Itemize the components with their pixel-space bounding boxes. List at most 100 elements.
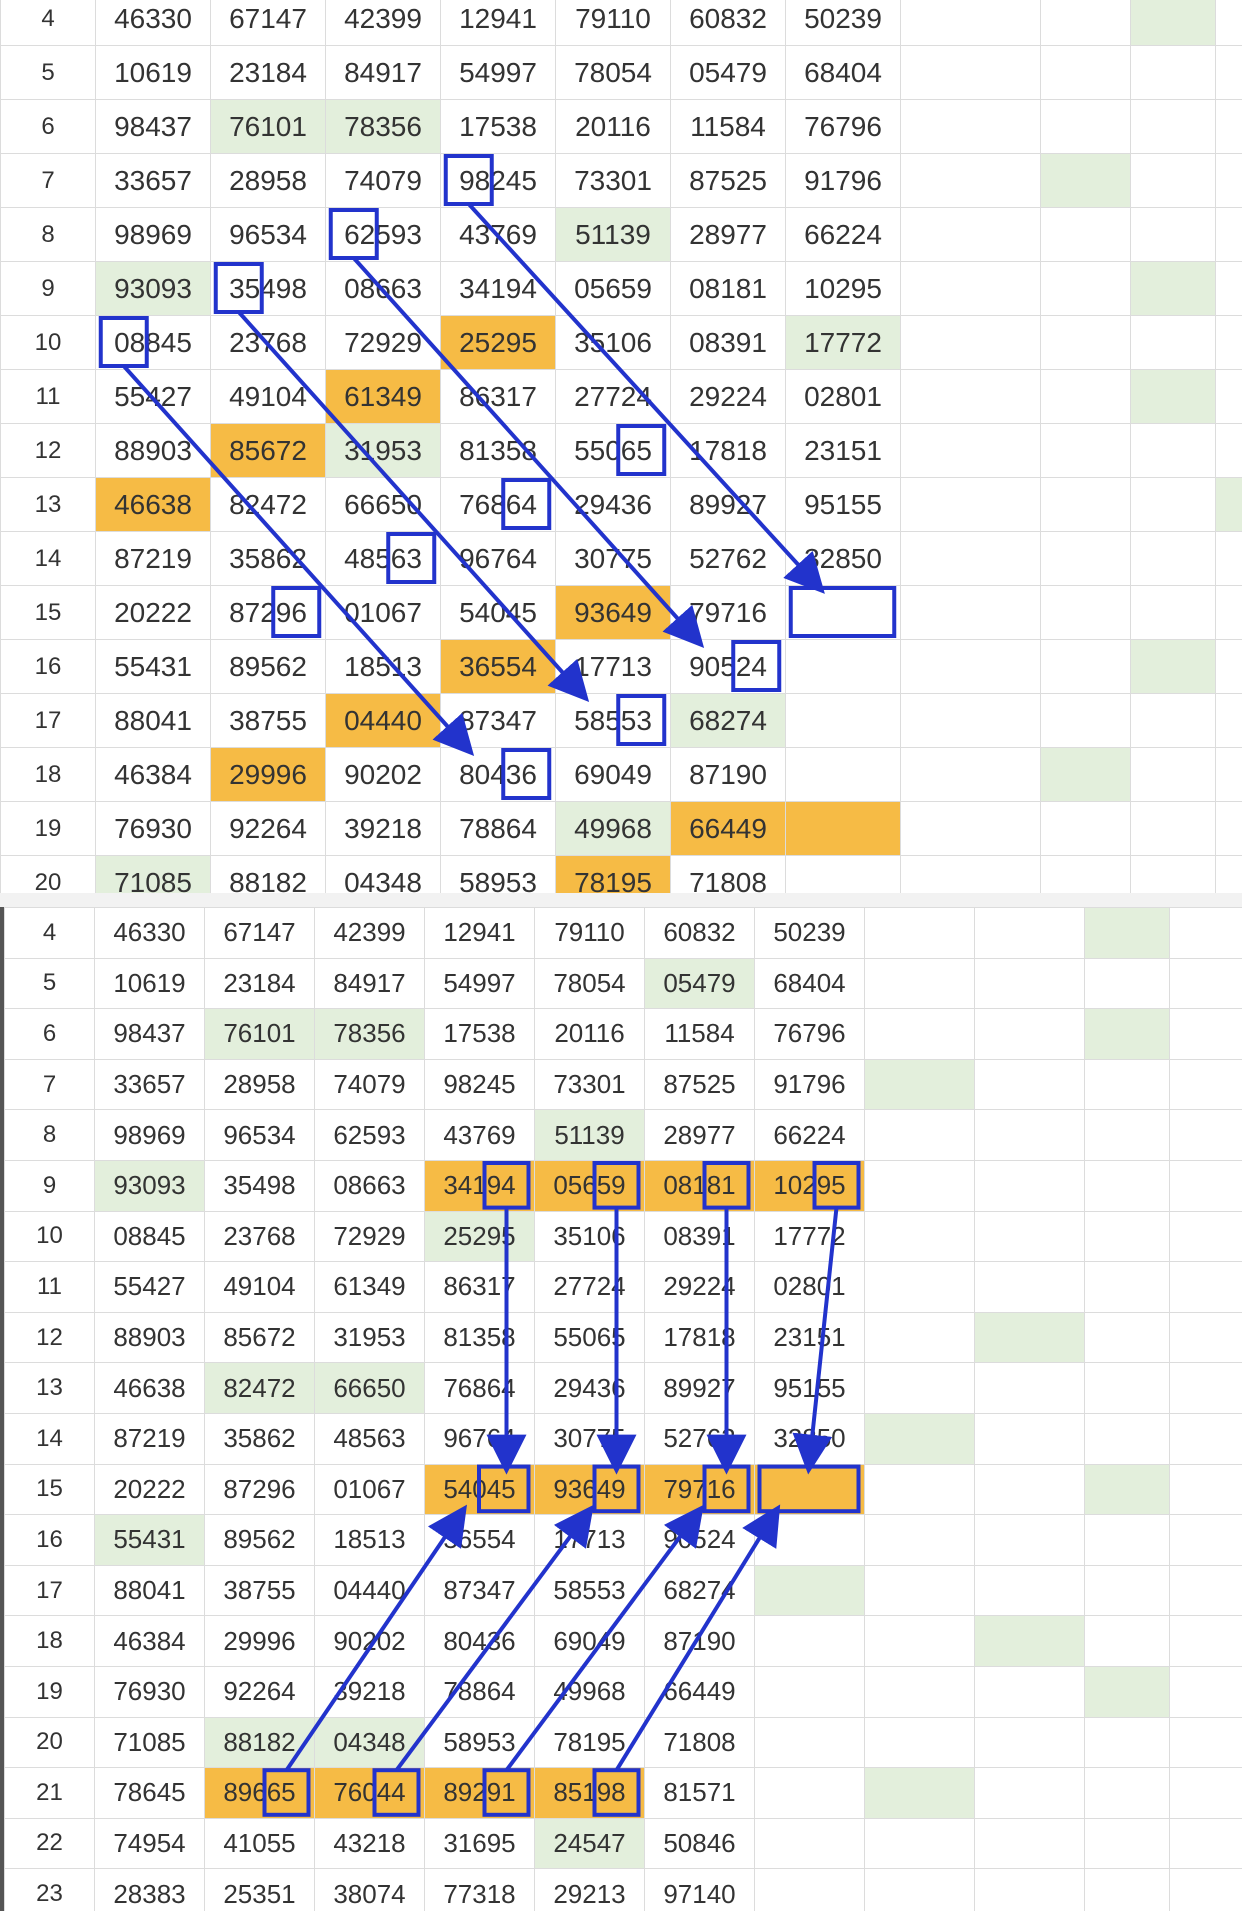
cell[interactable]: 20116 bbox=[534, 1008, 645, 1060]
cell[interactable]: 29436 bbox=[555, 477, 671, 532]
cell[interactable]: 17713 bbox=[555, 639, 671, 694]
row-number[interactable]: 18 bbox=[4, 1615, 95, 1667]
cell[interactable]: 67147 bbox=[210, 0, 326, 46]
cell[interactable] bbox=[1169, 1109, 1242, 1161]
cell[interactable]: 88903 bbox=[95, 423, 211, 478]
cell[interactable] bbox=[1130, 315, 1216, 370]
cell[interactable] bbox=[900, 99, 1041, 154]
cell[interactable]: 82472 bbox=[210, 477, 326, 532]
cell[interactable]: 86317 bbox=[440, 369, 556, 424]
cell[interactable]: 25351 bbox=[204, 1868, 315, 1911]
cell[interactable] bbox=[1130, 639, 1216, 694]
row-number[interactable]: 13 bbox=[0, 477, 96, 532]
cell[interactable] bbox=[785, 639, 901, 694]
cell[interactable] bbox=[1169, 1008, 1242, 1060]
cell[interactable] bbox=[864, 1109, 975, 1161]
row-number[interactable]: 16 bbox=[0, 639, 96, 694]
cell[interactable] bbox=[1130, 747, 1216, 802]
cell[interactable]: 97140 bbox=[644, 1868, 755, 1911]
cell[interactable]: 48563 bbox=[314, 1412, 425, 1465]
cell[interactable] bbox=[1084, 907, 1170, 959]
cell[interactable]: 42399 bbox=[325, 0, 441, 46]
cell[interactable]: 76930 bbox=[95, 801, 211, 856]
cell[interactable] bbox=[1040, 369, 1131, 424]
cell[interactable] bbox=[900, 207, 1041, 262]
row-number[interactable]: 19 bbox=[0, 801, 96, 856]
cell[interactable] bbox=[754, 1817, 865, 1870]
cell[interactable]: 35106 bbox=[534, 1210, 645, 1263]
cell[interactable]: 29213 bbox=[534, 1868, 645, 1911]
cell[interactable] bbox=[785, 801, 901, 856]
cell[interactable] bbox=[900, 855, 1041, 893]
cell[interactable]: 38074 bbox=[314, 1868, 425, 1911]
cell[interactable] bbox=[1130, 0, 1216, 46]
cell[interactable]: 87296 bbox=[204, 1463, 315, 1516]
cell[interactable]: 98245 bbox=[440, 153, 556, 208]
cell[interactable] bbox=[1169, 1210, 1242, 1263]
cell[interactable] bbox=[864, 1008, 975, 1060]
cell[interactable]: 51139 bbox=[534, 1109, 645, 1161]
cell[interactable] bbox=[1215, 45, 1242, 100]
cell[interactable]: 92264 bbox=[204, 1665, 315, 1718]
cell[interactable]: 68404 bbox=[754, 957, 865, 1010]
cell[interactable] bbox=[754, 1716, 865, 1769]
cell[interactable] bbox=[1169, 957, 1242, 1010]
cell[interactable]: 23768 bbox=[210, 315, 326, 370]
cell[interactable]: 05479 bbox=[644, 957, 755, 1010]
cell[interactable]: 62593 bbox=[314, 1109, 425, 1161]
cell[interactable]: 02801 bbox=[754, 1261, 865, 1313]
cell[interactable]: 11584 bbox=[670, 99, 786, 154]
cell[interactable] bbox=[1169, 1412, 1242, 1465]
cell[interactable] bbox=[864, 1716, 975, 1769]
cell[interactable]: 98437 bbox=[94, 1008, 205, 1060]
cell[interactable] bbox=[1040, 45, 1131, 100]
cell[interactable]: 17538 bbox=[440, 99, 556, 154]
cell[interactable] bbox=[1084, 1412, 1170, 1465]
cell[interactable]: 35498 bbox=[204, 1159, 315, 1212]
cell[interactable]: 43769 bbox=[440, 207, 556, 262]
cell[interactable] bbox=[900, 0, 1041, 46]
cell[interactable]: 78054 bbox=[555, 45, 671, 100]
cell[interactable] bbox=[974, 1362, 1085, 1414]
cell[interactable]: 73301 bbox=[555, 153, 671, 208]
row-number[interactable]: 9 bbox=[4, 1159, 95, 1212]
cell[interactable]: 10619 bbox=[95, 45, 211, 100]
cell[interactable]: 20222 bbox=[95, 585, 211, 640]
cell[interactable]: 49968 bbox=[555, 801, 671, 856]
row-number[interactable]: 12 bbox=[4, 1311, 95, 1364]
cell[interactable]: 71085 bbox=[95, 855, 211, 893]
row-number[interactable]: 11 bbox=[0, 369, 96, 424]
row-number[interactable]: 11 bbox=[4, 1261, 95, 1313]
cell[interactable] bbox=[1040, 801, 1131, 856]
cell[interactable]: 20222 bbox=[94, 1463, 205, 1516]
row-number[interactable]: 10 bbox=[4, 1210, 95, 1263]
cell[interactable]: 76930 bbox=[94, 1665, 205, 1718]
cell[interactable]: 90524 bbox=[644, 1514, 755, 1566]
cell[interactable] bbox=[974, 1817, 1085, 1870]
cell[interactable] bbox=[864, 1868, 975, 1911]
cell[interactable]: 38755 bbox=[210, 693, 326, 748]
cell[interactable]: 88182 bbox=[210, 855, 326, 893]
cell[interactable]: 39218 bbox=[325, 801, 441, 856]
cell[interactable]: 78356 bbox=[325, 99, 441, 154]
cell[interactable]: 77318 bbox=[424, 1868, 535, 1911]
cell[interactable]: 55427 bbox=[95, 369, 211, 424]
cell[interactable] bbox=[974, 1716, 1085, 1769]
cell[interactable] bbox=[1215, 477, 1242, 532]
cell[interactable]: 87525 bbox=[644, 1058, 755, 1111]
cell[interactable]: 80436 bbox=[424, 1615, 535, 1667]
cell[interactable]: 05659 bbox=[555, 261, 671, 316]
cell[interactable]: 90524 bbox=[670, 639, 786, 694]
cell[interactable]: 81358 bbox=[424, 1311, 535, 1364]
cell[interactable]: 04440 bbox=[325, 693, 441, 748]
cell[interactable]: 28977 bbox=[644, 1109, 755, 1161]
cell[interactable]: 95155 bbox=[785, 477, 901, 532]
cell[interactable]: 66449 bbox=[670, 801, 786, 856]
cell[interactable] bbox=[900, 261, 1041, 316]
cell[interactable]: 52762 bbox=[670, 531, 786, 586]
cell[interactable] bbox=[754, 1767, 865, 1819]
cell[interactable]: 66449 bbox=[644, 1665, 755, 1718]
cell[interactable]: 50239 bbox=[754, 907, 865, 959]
cell[interactable]: 32850 bbox=[785, 531, 901, 586]
cell[interactable]: 95155 bbox=[754, 1362, 865, 1414]
